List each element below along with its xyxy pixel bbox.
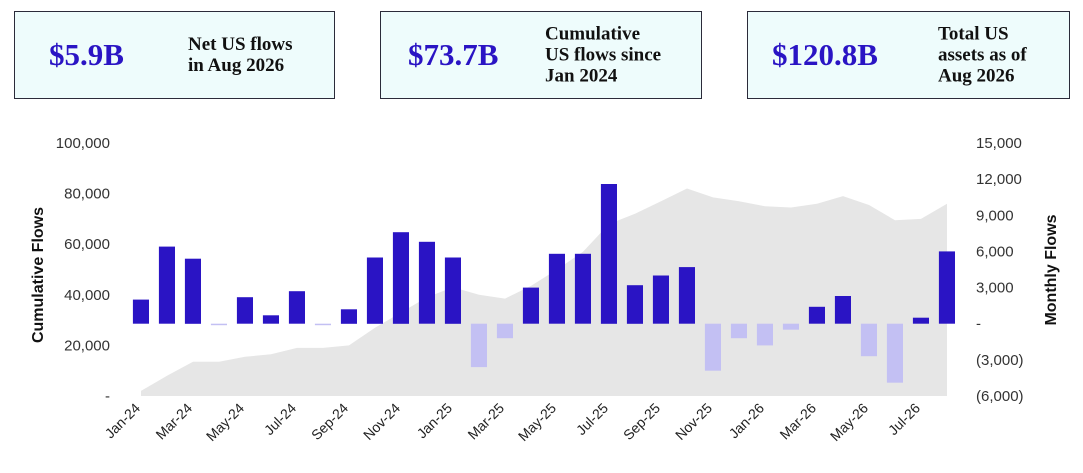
y-axis-right-tick: 6,000 bbox=[976, 243, 1014, 260]
x-axis-tick: Jul-25 bbox=[573, 400, 611, 438]
y-axis-right-tick: 3,000 bbox=[976, 280, 1014, 297]
kpi-card-cumulative-flows: $73.7B Cumulative US flows since Jan 202… bbox=[380, 11, 702, 99]
x-axis-tick: Jul-26 bbox=[885, 400, 923, 438]
x-axis-tick: Jan-25 bbox=[414, 400, 456, 442]
monthly-flow-bar bbox=[158, 246, 175, 324]
cumulative-flows-area bbox=[141, 188, 947, 396]
kpi-value: $73.7B bbox=[408, 37, 499, 72]
x-axis-tick: May-25 bbox=[515, 400, 559, 444]
x-axis-tick: Mar-26 bbox=[776, 400, 819, 443]
monthly-flow-bar bbox=[314, 323, 331, 326]
x-axis-tick: Jan-26 bbox=[726, 400, 768, 442]
monthly-flow-bar bbox=[704, 323, 721, 371]
monthly-flow-bar bbox=[756, 323, 773, 346]
monthly-flow-bar bbox=[392, 232, 409, 324]
monthly-flow-bar bbox=[522, 287, 539, 324]
monthly-flow-bar bbox=[444, 257, 461, 324]
monthly-flow-bar bbox=[496, 323, 513, 339]
y-axis-left-tick: - bbox=[105, 388, 110, 405]
y-axis-right-tick: - bbox=[976, 316, 981, 333]
monthly-flow-bar bbox=[340, 309, 357, 324]
x-axis-tick: May-26 bbox=[827, 400, 871, 444]
monthly-flow-bar bbox=[782, 323, 799, 330]
y-axis-left-tick: 40,000 bbox=[64, 287, 110, 304]
y-axis-left-tick: 100,000 bbox=[56, 135, 110, 152]
monthly-flow-bar bbox=[366, 257, 383, 324]
x-axis-tick: Mar-25 bbox=[464, 400, 507, 443]
kpi-label: Cumulative US flows since Jan 2024 bbox=[545, 23, 662, 87]
y-axis-right-tick: (6,000) bbox=[976, 388, 1024, 405]
monthly-flow-bar bbox=[210, 323, 227, 326]
x-axis-tick: Mar-24 bbox=[152, 400, 195, 443]
monthly-flow-bar bbox=[678, 267, 695, 324]
monthly-flow-bar bbox=[730, 323, 747, 339]
kpi-label: Net US flows in Aug 2026 bbox=[188, 34, 293, 76]
monthly-flow-bar bbox=[886, 323, 903, 383]
kpi-card-net-flows: $5.9B Net US flows in Aug 2026 bbox=[14, 11, 335, 99]
monthly-flow-bar bbox=[288, 291, 305, 324]
kpi-label: Total US assets as of Aug 2026 bbox=[938, 23, 1027, 87]
y-axis-right-label: Monthly Flows bbox=[1043, 214, 1060, 325]
kpi-card-total-assets: $120.8B Total US assets as of Aug 2026 bbox=[747, 11, 1070, 99]
monthly-flow-bar bbox=[184, 258, 201, 324]
monthly-flow-bar bbox=[262, 315, 279, 324]
monthly-flow-bar bbox=[574, 253, 591, 324]
x-axis-tick: Jan-24 bbox=[102, 400, 144, 442]
y-axis-right-tick: (3,000) bbox=[976, 352, 1024, 369]
y-axis-left-tick: 80,000 bbox=[64, 186, 110, 203]
x-axis-tick: Sep-25 bbox=[620, 400, 663, 443]
monthly-flow-bar bbox=[834, 296, 851, 324]
y-axis-right-tick: 15,000 bbox=[976, 135, 1022, 152]
x-axis-tick: Nov-25 bbox=[672, 400, 715, 443]
monthly-flow-bar bbox=[236, 297, 253, 324]
monthly-flow-bar bbox=[860, 323, 877, 357]
y-axis-left-label: Cumulative Flows bbox=[30, 207, 47, 343]
monthly-flow-bar bbox=[808, 306, 825, 324]
kpi-value: $120.8B bbox=[772, 37, 878, 72]
monthly-flow-bar bbox=[938, 251, 955, 324]
monthly-flow-bar bbox=[470, 323, 487, 368]
monthly-flow-bar bbox=[132, 299, 149, 324]
monthly-flow-bar bbox=[652, 275, 669, 324]
x-axis-tick: Nov-24 bbox=[360, 400, 403, 443]
monthly-flow-bar bbox=[626, 285, 643, 324]
x-axis-tick: Sep-24 bbox=[308, 400, 351, 443]
y-axis-left-tick: 20,000 bbox=[64, 337, 110, 354]
monthly-flow-bar bbox=[912, 317, 929, 324]
y-axis-right-tick: 12,000 bbox=[976, 171, 1022, 188]
x-axis-tick: May-24 bbox=[203, 400, 247, 444]
monthly-flow-bar bbox=[548, 253, 565, 324]
x-axis-tick: Jul-24 bbox=[261, 400, 299, 438]
monthly-flow-bar bbox=[600, 184, 617, 324]
monthly-flow-bar bbox=[418, 241, 435, 324]
y-axis-right-tick: 9,000 bbox=[976, 207, 1014, 224]
kpi-value: $5.9B bbox=[49, 37, 124, 72]
y-axis-left-tick: 60,000 bbox=[64, 236, 110, 253]
